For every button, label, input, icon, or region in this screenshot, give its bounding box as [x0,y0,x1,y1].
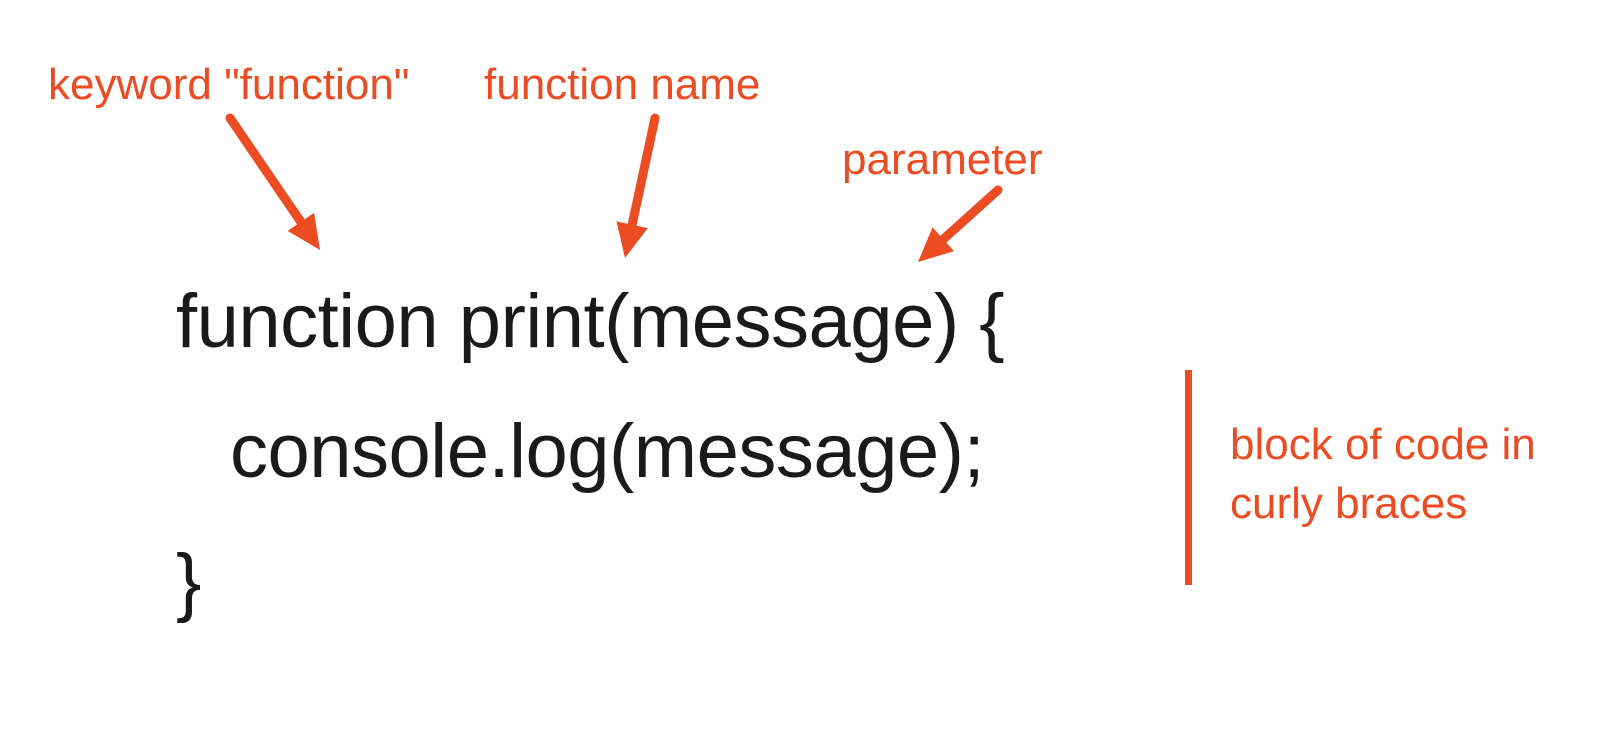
code-line-2: console.log(message); [230,408,984,495]
arrow-fname-icon [585,78,695,298]
diagram-canvas: keyword "function" function name paramet… [0,0,1600,738]
arrow-keyword-icon [190,78,360,290]
code-line-1: function print(message) { [176,278,1004,365]
label-block-line2: curly braces [1230,474,1536,533]
block-bracket-line [1185,370,1192,585]
code-line-3: } [176,538,201,625]
label-block-of-code: block of code in curly braces [1230,415,1536,534]
label-block-line1: block of code in [1230,415,1536,474]
